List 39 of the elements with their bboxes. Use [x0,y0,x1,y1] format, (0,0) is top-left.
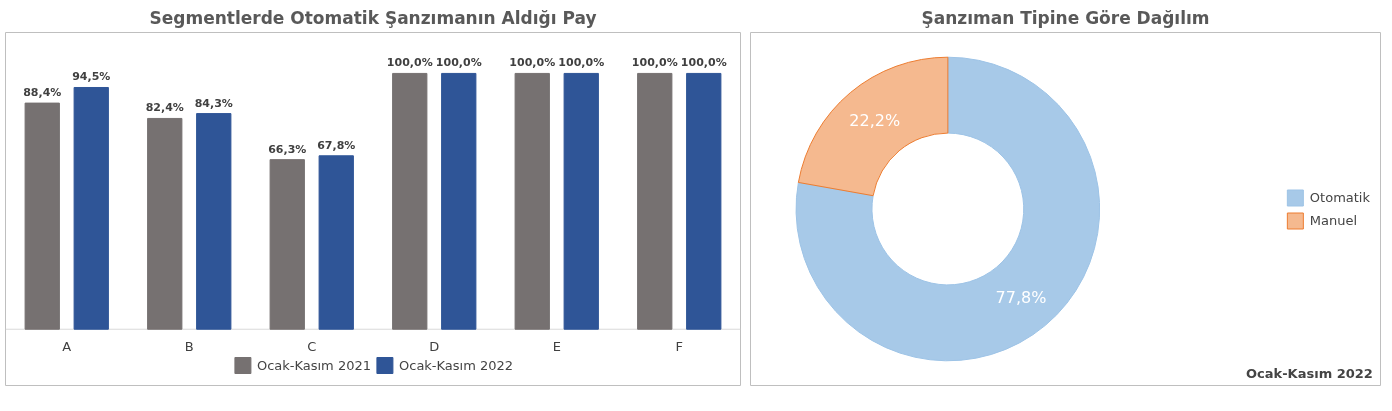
bar [73,87,109,330]
data-label: 67,8% [317,138,356,152]
data-label: 100,0% [631,56,678,70]
x-tick-label: C [307,339,317,355]
bar [269,159,305,330]
data-label: 100,0% [435,56,482,70]
data-label: 94,5% [72,70,111,84]
legend-label: Manuel [1309,212,1358,228]
data-label: 22,2% [849,111,901,131]
data-label: 100,0% [509,56,556,70]
bar [147,117,183,330]
data-label: 84,3% [194,96,233,110]
x-tick-label: B [184,339,194,355]
bar [196,113,232,330]
bar [24,102,60,330]
data-label: 100,0% [680,56,727,70]
legend-label: Otomatik [1309,189,1370,205]
bar [514,72,550,330]
data-label: 100,0% [558,56,605,70]
x-tick-label: D [429,339,440,355]
text: Ocak-Kasım 2022 [1246,365,1373,381]
x-tick-label: A [62,339,72,355]
bar [637,72,673,330]
legend-label: Ocak-Kasım 2022 [399,357,514,373]
legend-label: Ocak-Kasım 2021 [256,357,371,373]
chart-title: Şanzıman Tipine Göre Dağılım [921,7,1210,28]
bar [441,72,477,330]
data-label: 88,4% [23,86,62,100]
bar [686,72,722,330]
data-label: 100,0% [386,56,433,70]
data-label: 66,3% [268,142,307,156]
chart-title: Segmentlerde Otomatik Şanzımanın Aldığı Pay [149,7,597,28]
data-label: 82,4% [145,101,184,115]
bar [392,72,428,330]
x-tick-label: F [675,339,683,355]
data-label: 77,8% [995,287,1047,307]
bar [318,155,354,330]
bar [563,72,599,330]
x-tick-label: E [552,339,561,355]
